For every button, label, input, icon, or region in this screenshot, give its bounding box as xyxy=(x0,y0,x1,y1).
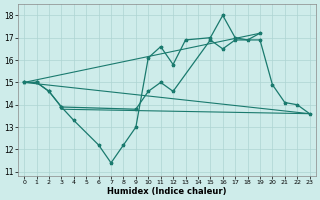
X-axis label: Humidex (Indice chaleur): Humidex (Indice chaleur) xyxy=(107,187,227,196)
